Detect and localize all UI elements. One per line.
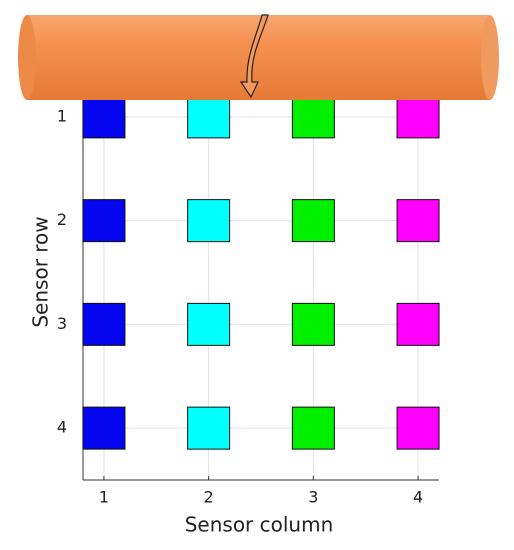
- plot-area: 1 2 3 4 1 2 3 4: [57, 65, 440, 507]
- sensor-marker: [82, 302, 126, 346]
- x-tick-label: 2: [204, 488, 214, 507]
- pipe: [18, 14, 499, 100]
- sensor-marker: [396, 199, 440, 243]
- sensor-marker: [82, 199, 126, 243]
- sensor-marker: [187, 199, 231, 243]
- x-tick-label: 4: [413, 488, 423, 507]
- y-tick-label: 1: [57, 106, 67, 125]
- sensor-marker: [396, 406, 440, 450]
- x-tick-label: 3: [308, 488, 318, 507]
- y-tick-label: 3: [57, 314, 67, 333]
- sensor-marker: [187, 302, 231, 346]
- y-axis-label: Sensor row: [29, 216, 53, 327]
- sensor-marker: [291, 199, 335, 243]
- sensor-marker: [82, 95, 126, 139]
- sensor-marker: [396, 302, 440, 346]
- y-tick-label: 4: [57, 418, 67, 437]
- sensor-marker: [291, 95, 335, 139]
- sensor-marker: [291, 302, 335, 346]
- sensor-marker: [291, 406, 335, 450]
- x-axis-label: Sensor column: [185, 513, 334, 537]
- sensor-marker: [187, 406, 231, 450]
- pipe-end: [18, 15, 36, 100]
- flow-arrow: [239, 14, 269, 99]
- sensor-marker: [396, 95, 440, 139]
- pipe-end: [481, 15, 499, 100]
- x-tick-label: 1: [99, 488, 109, 507]
- sensor-marker: [82, 406, 126, 450]
- y-tick-label: 2: [57, 210, 67, 229]
- sensor-marker: [187, 95, 231, 139]
